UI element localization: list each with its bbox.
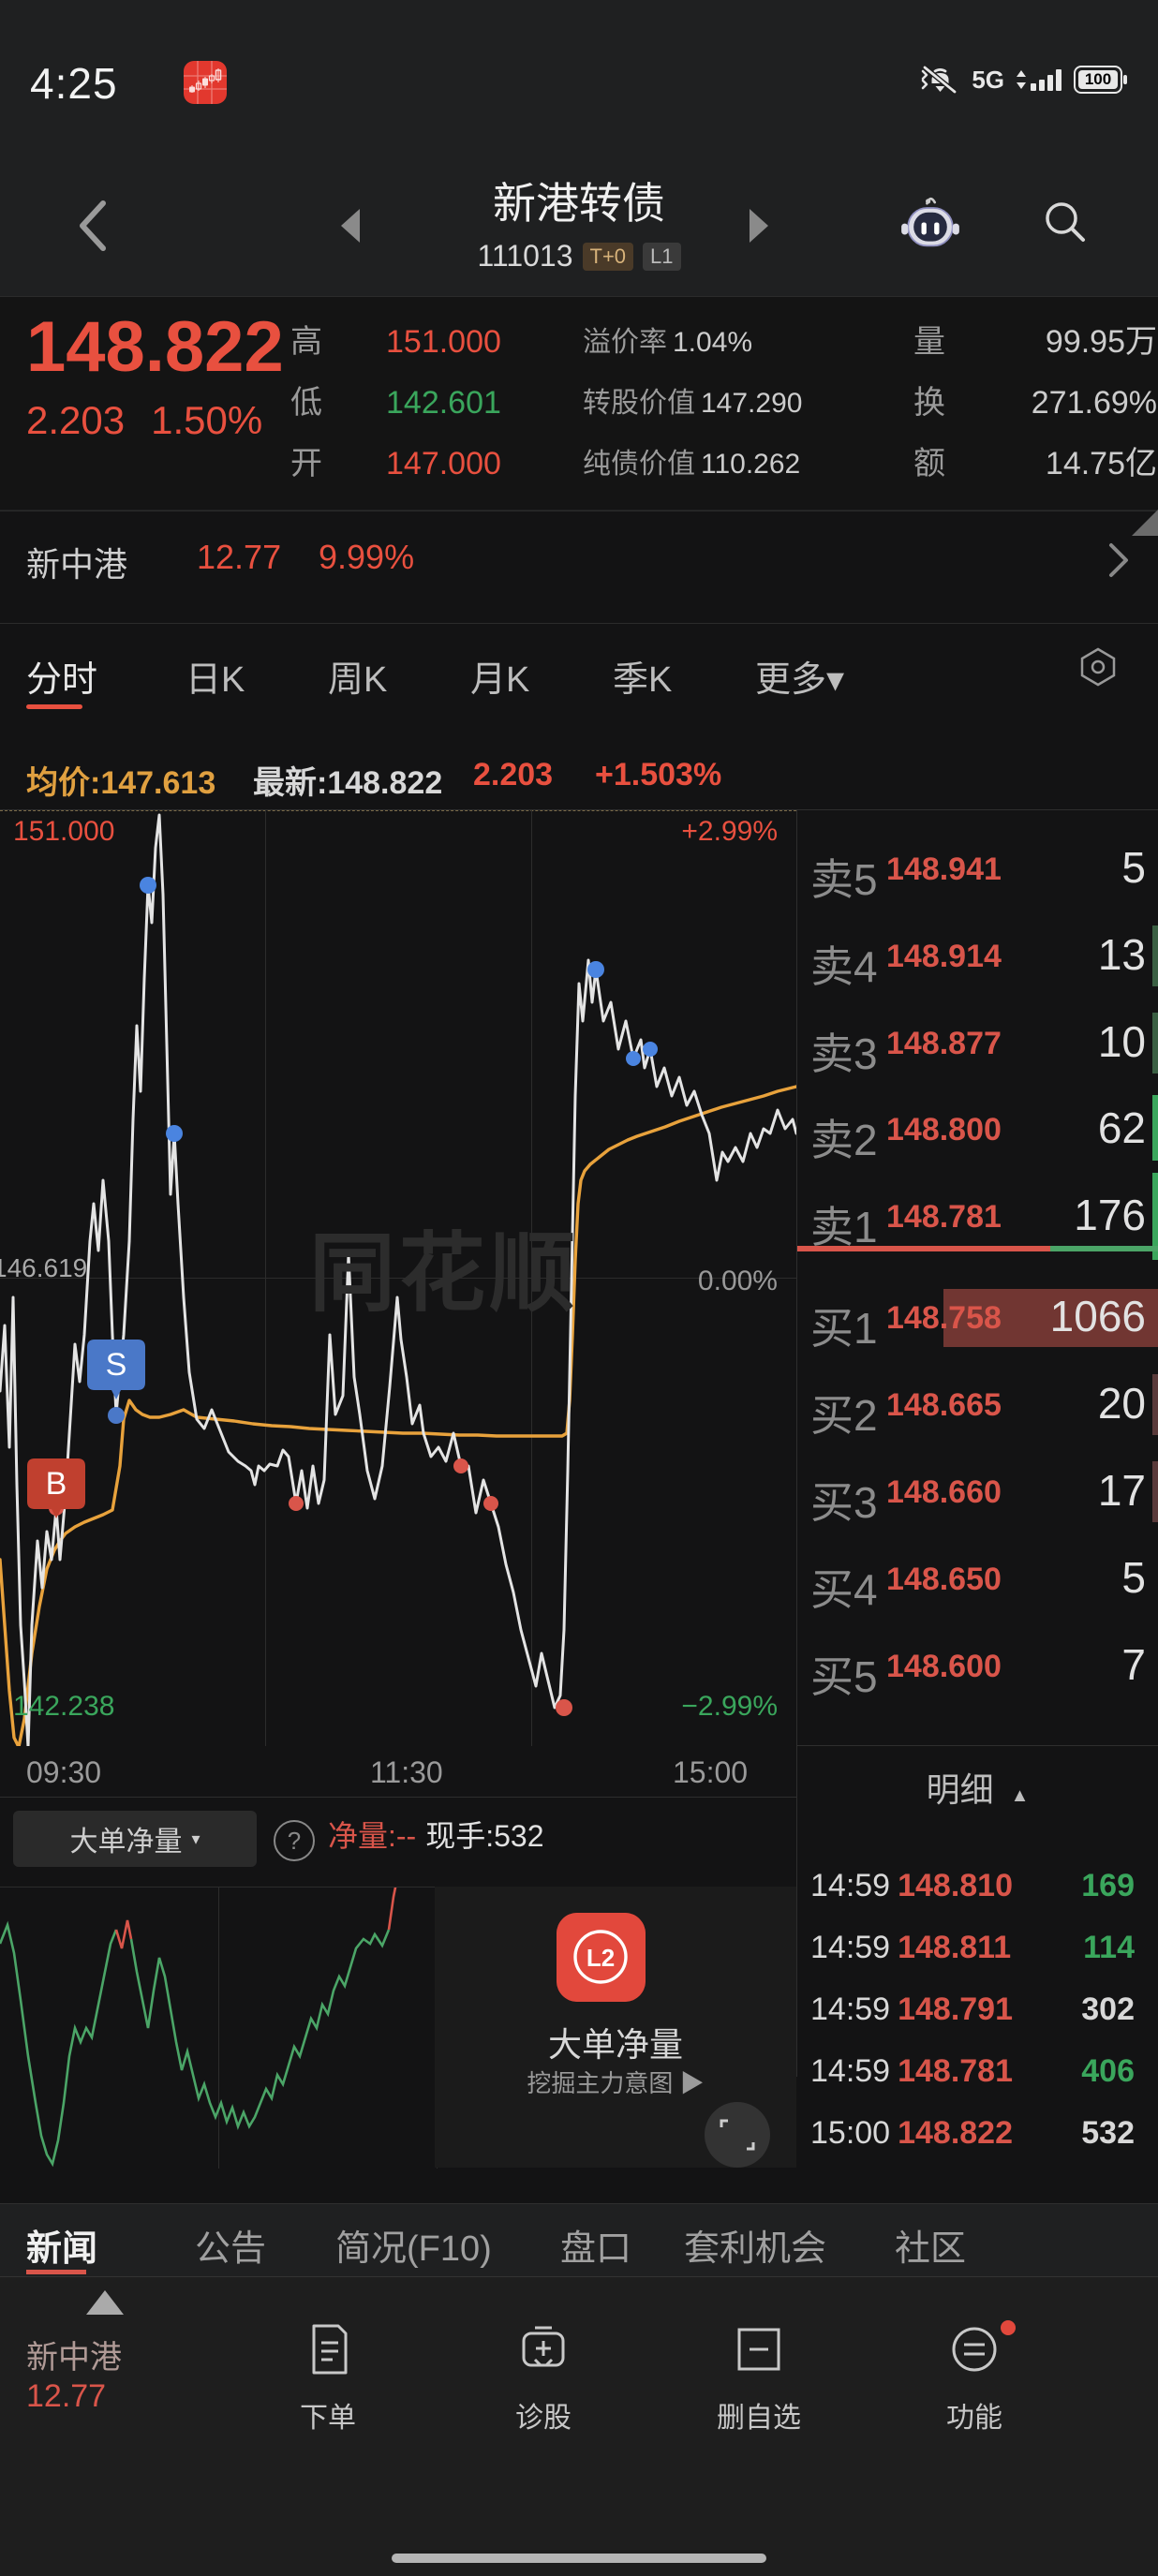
svg-text:L2: L2 — [586, 1944, 615, 1972]
svg-text:B: B — [46, 1466, 67, 1502]
svg-text:S: S — [106, 1347, 127, 1383]
svg-text:100: 100 — [1085, 70, 1111, 88]
